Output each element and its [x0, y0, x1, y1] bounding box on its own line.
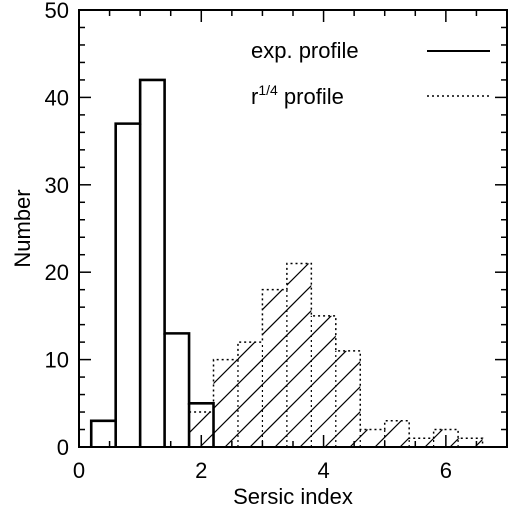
histogram-bar-exp: [140, 80, 164, 447]
hatch-line: [274, 263, 483, 447]
axis-ticks: [78, 9, 508, 448]
hatch-line: [189, 263, 301, 447]
y-tick-label: 0: [57, 435, 69, 460]
hatch-line: [189, 263, 451, 447]
hatch-line: [189, 263, 483, 447]
legend-label-superscript: 1/4: [258, 82, 278, 98]
hatch-line: [449, 263, 483, 447]
y-tick-label: 10: [45, 348, 69, 373]
histogram-bar-r14: [214, 360, 238, 447]
histogram-outline-r14-profile: [188, 262, 484, 447]
y-tick-label: 50: [45, 0, 69, 23]
hatch-line: [500, 0, 520, 447]
hatch-line: [399, 263, 483, 447]
histogram-bar-exp: [91, 421, 115, 447]
hatch-line: [189, 263, 483, 447]
hatch-line: [189, 263, 483, 447]
histogram-outline-exp-profile: [89, 78, 215, 447]
hatch-line: [189, 263, 483, 447]
hatch-line: [189, 263, 251, 447]
hatch-line: [324, 263, 483, 447]
y-tick-label: 40: [45, 85, 69, 110]
hatch-line: [299, 263, 483, 447]
hatch-line: [189, 263, 376, 447]
hatch-line: [189, 263, 483, 447]
x-tick-label: 0: [73, 458, 85, 483]
histogram-bar-r14: [287, 263, 311, 447]
legend: exp. profile r1/4 profile: [251, 38, 490, 109]
hatch-line: [189, 263, 483, 447]
x-tick-label: 6: [440, 458, 452, 483]
legend-label-profile: profile: [278, 84, 344, 109]
legend-label-exp-profile: exp. profile: [251, 38, 359, 63]
hatch-line: [374, 263, 483, 447]
hatch-line: [189, 263, 351, 447]
hatch-line: [224, 263, 483, 447]
legend-label-r: r: [251, 84, 258, 109]
histogram-bar-r14: [238, 342, 262, 447]
hatch-line: [349, 263, 483, 447]
tick-labels: 0 2 4 6 0 10 20 30 40 50: [45, 0, 452, 483]
hatch-line: [249, 263, 483, 447]
histogram-bars: [89, 78, 484, 447]
hatch-line: [189, 263, 276, 447]
hatch-line: [189, 263, 426, 447]
hatch-line: [189, 263, 326, 447]
hatch-line: [424, 263, 483, 447]
hatch-line: [189, 263, 476, 447]
hatch-line: [474, 263, 483, 447]
histogram-bar-exp: [165, 333, 189, 447]
histogram-bar-exp: [116, 124, 140, 447]
x-tick-label: 4: [317, 458, 329, 483]
x-tick-label: 2: [195, 458, 207, 483]
y-axis-title: Number: [10, 189, 35, 267]
y-tick-label: 30: [45, 173, 69, 198]
histogram-bar-r14: [360, 430, 384, 447]
hatch-line: [189, 263, 483, 447]
plot-frame: [78, 9, 508, 448]
hatch-line: [199, 263, 483, 447]
hatch-line: [189, 263, 483, 447]
hatch-line: [189, 263, 401, 447]
legend-label-r14-profile: r1/4 profile: [251, 82, 344, 109]
y-tick-label: 20: [45, 260, 69, 285]
x-axis-title: Sersic index: [233, 484, 353, 509]
